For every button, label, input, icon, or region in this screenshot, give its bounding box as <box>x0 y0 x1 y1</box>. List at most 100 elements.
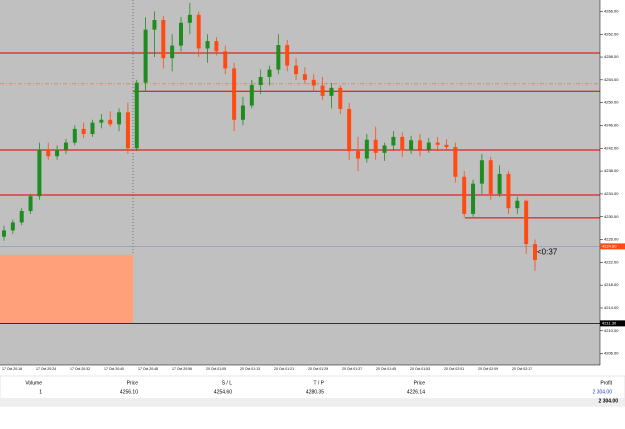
x-tick-label: 17 Oct 20:24 <box>36 367 56 371</box>
candle-body <box>302 74 307 80</box>
x-tick-label: 20 Oct 02:09 <box>478 367 498 371</box>
y-tick-label: 4266.00 <box>604 8 619 13</box>
x-tick-label: 20 Oct 02:01 <box>444 367 464 371</box>
candle-body <box>506 173 511 209</box>
y-tick-label: 4230.00 <box>604 214 619 219</box>
candle-body <box>2 230 6 237</box>
candle-body <box>90 122 95 135</box>
candle-body <box>382 145 387 153</box>
candle-body <box>267 69 272 77</box>
candle-body <box>285 45 290 66</box>
candle-body <box>232 68 237 120</box>
candle-body <box>347 108 352 152</box>
candle-body <box>435 142 440 145</box>
candle-body <box>338 87 343 109</box>
x-tick-label: 20 Oct 01:37 <box>342 367 362 371</box>
stop-label: 4211.30 <box>602 320 617 325</box>
stop-box <box>600 320 625 327</box>
candle-body <box>373 139 378 153</box>
candle-body <box>117 112 122 125</box>
candle-body <box>125 112 130 149</box>
candle-body <box>533 244 537 261</box>
candle-body <box>391 136 396 146</box>
time-axis-bg <box>0 365 625 374</box>
table-cell: 2 304.00 <box>593 389 613 395</box>
x-tick-label: 20 Oct 01:05 <box>206 367 226 371</box>
table-cell: 4226.14 <box>407 389 425 395</box>
y-tick-label: 4218.00 <box>604 282 619 287</box>
y-tick-label: 4242.00 <box>604 145 619 150</box>
x-tick-label: 20 Oct 01:53 <box>410 367 430 371</box>
x-tick-label: 20 Oct 01:45 <box>376 367 396 371</box>
candle-body <box>63 142 68 150</box>
candle-body <box>196 14 201 49</box>
candle-body <box>223 51 228 69</box>
candle-body <box>488 160 493 194</box>
table-header: S / L <box>222 380 233 386</box>
candle-body <box>28 196 33 212</box>
x-tick-label: 17 Oct 20:56 <box>172 367 192 371</box>
candle-body <box>462 176 467 214</box>
y-tick-label: 4246.00 <box>604 123 619 128</box>
table-header: Price <box>414 380 426 386</box>
table-header: Price <box>127 380 139 386</box>
table-cell: 4254.60 <box>214 389 232 395</box>
y-tick-label: 4214.00 <box>604 305 619 310</box>
y-tick-label: 4258.00 <box>604 54 619 59</box>
candle-body <box>108 119 113 125</box>
candle-body <box>37 149 42 197</box>
x-tick-label: 17 Oct 20:48 <box>138 367 158 371</box>
candle-body <box>55 149 60 157</box>
y-tick-label: 4254.00 <box>604 77 619 82</box>
candle-body <box>214 41 219 52</box>
candle-body <box>134 82 139 149</box>
x-tick-label: 20 Oct 01:29 <box>308 367 328 371</box>
bid-box <box>600 243 625 250</box>
candle-body <box>479 160 484 184</box>
candle-body <box>72 128 77 143</box>
candle-body <box>276 45 281 70</box>
candle-body <box>364 139 369 159</box>
table-cell: 4256.10 <box>120 389 138 395</box>
x-tick-label: 17 Oct 20:32 <box>70 367 90 371</box>
candle-body <box>258 76 263 85</box>
candle-body <box>515 200 520 209</box>
candle-body <box>170 45 175 59</box>
table-cell: 1 <box>39 389 42 395</box>
candle-body <box>417 140 422 150</box>
candle-body <box>524 200 529 245</box>
candle-body <box>99 119 104 123</box>
y-tick-label: 4262.00 <box>604 31 619 36</box>
table-header: Profit <box>600 380 612 386</box>
candle-body <box>294 65 299 75</box>
candle-body <box>161 19 166 59</box>
candle-body <box>400 136 405 151</box>
x-tick-label: 20 Oct 01:13 <box>240 367 260 371</box>
y-tick-label: 4222.00 <box>604 259 619 264</box>
table-total: 2 304.00 <box>599 398 619 404</box>
candle-body <box>19 211 24 223</box>
table-cell: 4280.35 <box>306 389 324 395</box>
bid-label: 4224.80 <box>602 243 617 248</box>
candle-body <box>187 14 192 23</box>
candle-body <box>152 19 157 30</box>
candle-body <box>426 142 431 150</box>
candle-body <box>46 149 51 157</box>
candle-body <box>179 22 183 46</box>
x-tick-label: 20 Oct 01:21 <box>274 367 294 371</box>
candle-body <box>471 183 476 214</box>
table-header: Volume <box>25 380 42 386</box>
candle-body <box>497 173 502 194</box>
candle-body <box>10 222 15 231</box>
candle-body <box>311 79 316 86</box>
candle-body <box>205 41 210 49</box>
candle-body <box>409 140 414 151</box>
countdown: <0:37 <box>537 247 558 256</box>
y-tick-label: 4234.00 <box>604 191 619 196</box>
y-tick-label: 4250.00 <box>604 100 619 105</box>
x-tick-label: 17 Oct 20:16 <box>2 367 22 371</box>
y-tick-label: 4238.00 <box>604 168 619 173</box>
y-tick-label: 4226.00 <box>604 237 619 242</box>
